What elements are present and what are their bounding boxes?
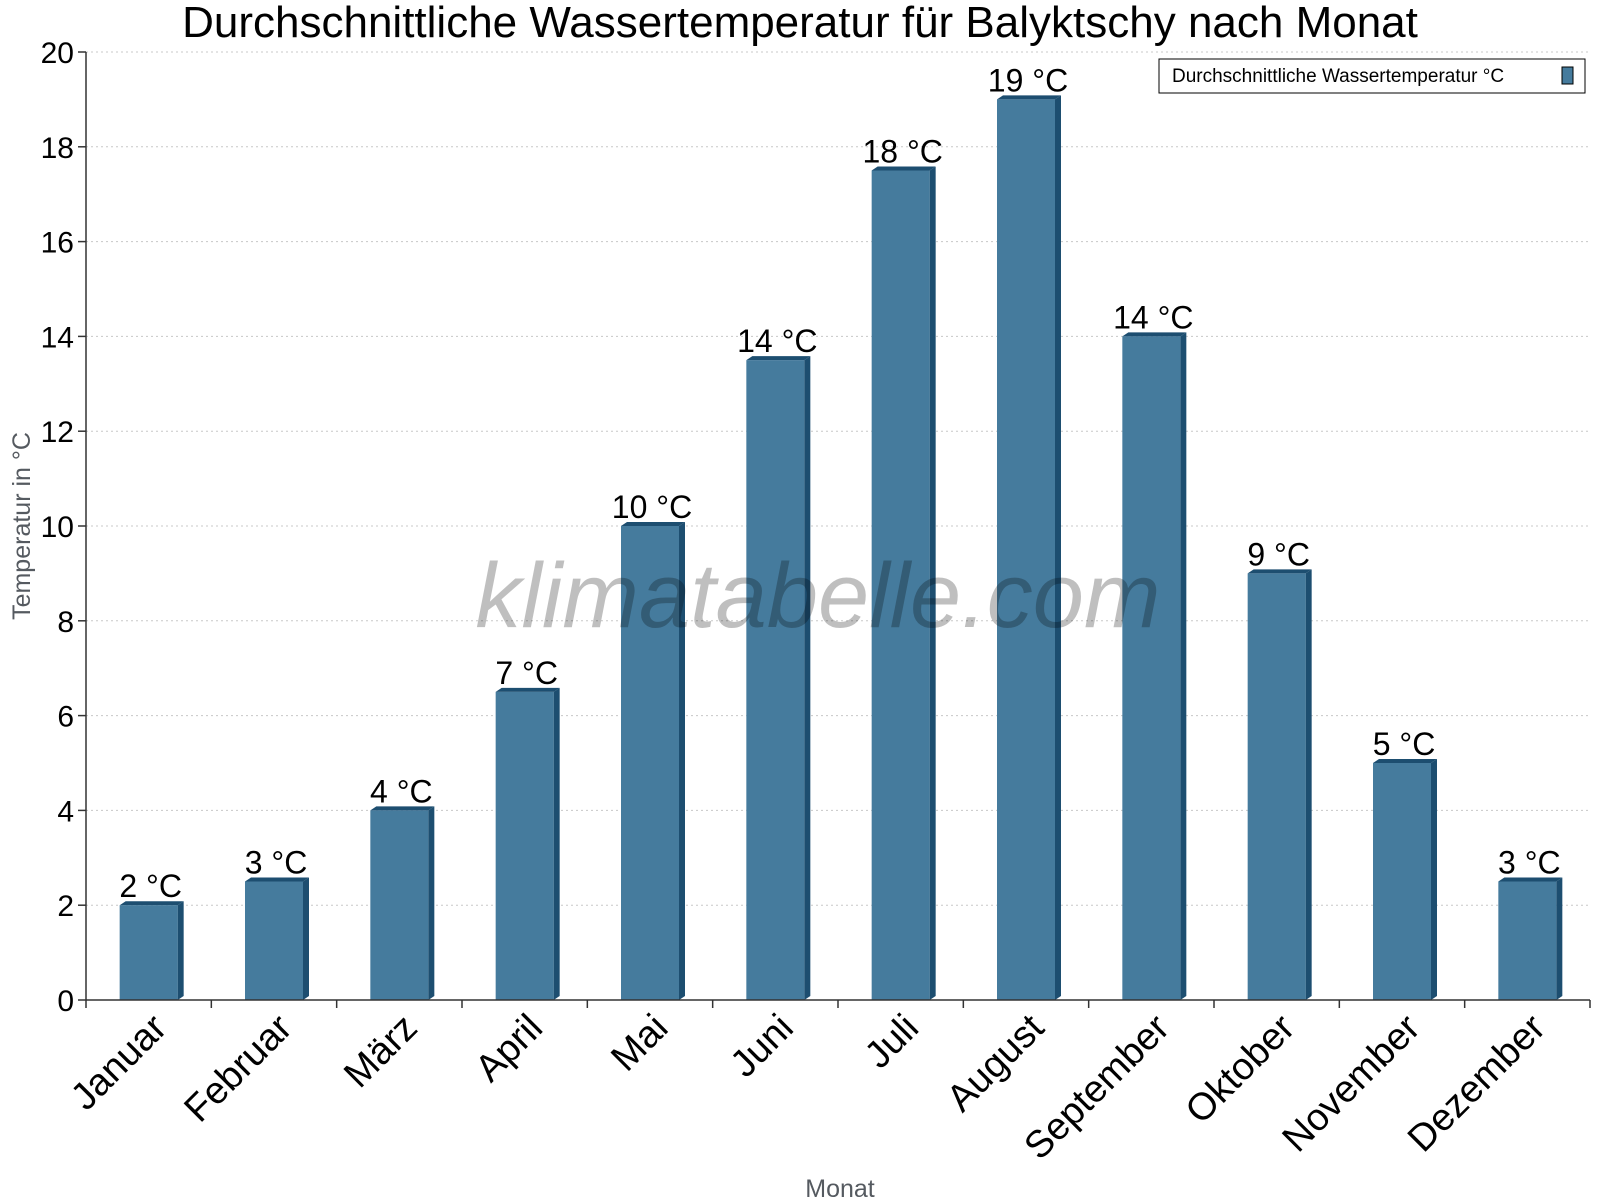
x-tick-label: Januar <box>63 1006 175 1118</box>
bar <box>621 526 679 1000</box>
bar-side <box>1305 569 1312 1000</box>
bar-side <box>553 687 560 1000</box>
value-label: 18 °C <box>862 134 942 170</box>
y-tick-label: 10 <box>41 511 74 544</box>
value-label: 10 °C <box>612 489 692 525</box>
value-label: 19 °C <box>988 62 1068 98</box>
y-tick-label: 14 <box>41 321 74 354</box>
bar-top <box>746 356 811 361</box>
x-tick-label: Mai <box>603 1007 676 1080</box>
y-tick-label: 16 <box>41 227 74 260</box>
bar <box>997 99 1055 1000</box>
gridlines <box>86 51 1590 906</box>
bar <box>746 360 805 1001</box>
bar-side <box>1556 877 1563 1000</box>
bar-top <box>997 95 1061 100</box>
x-tick-label: August <box>939 1006 1053 1120</box>
y-tick-label: 12 <box>41 416 74 449</box>
value-label: 7 °C <box>495 655 558 691</box>
legend-swatch <box>1561 66 1574 85</box>
legend-label: Durchschnittliche Wassertemperatur °C <box>1172 66 1504 87</box>
value-labels: 2 °C 3 °C 4 °C 7 °C 10 °C 14 °C 18 °C 19 °C 14 °… <box>119 62 1560 904</box>
x-axis-title: Monat <box>805 1175 875 1200</box>
value-label: 3 °C <box>1498 845 1561 881</box>
y-tick-label: 6 <box>57 701 74 734</box>
bar <box>119 905 178 1000</box>
bar-side <box>1180 332 1187 1000</box>
value-label: 5 °C <box>1373 726 1436 762</box>
y-tick-label: 0 <box>57 985 74 1018</box>
bar-top <box>1247 569 1312 574</box>
x-tick-label: März <box>336 1007 425 1096</box>
x-tick-label: Juni <box>723 1007 802 1086</box>
y-tick-label: 2 <box>57 890 74 923</box>
chart-title: Durchschnittliche Wassertemperatur für B… <box>182 0 1418 47</box>
value-label: 14 °C <box>737 323 817 359</box>
legend-box <box>1158 58 1586 94</box>
bar-side <box>303 877 309 1000</box>
value-label: 14 °C <box>1113 299 1193 335</box>
value-label: 2 °C <box>119 868 182 904</box>
bar-top <box>1122 332 1187 337</box>
bar-top <box>1498 877 1563 882</box>
x-tick-label: Februar <box>177 1006 301 1130</box>
x-tick-label: Oktober <box>1178 1006 1304 1132</box>
bar <box>1247 573 1306 1000</box>
bar <box>1498 881 1557 1000</box>
bar-side <box>428 806 435 1000</box>
bar-top <box>495 687 560 692</box>
value-label: 3 °C <box>245 845 308 881</box>
bar-top <box>370 806 435 811</box>
bar <box>871 170 930 1000</box>
bar-side <box>929 166 936 1000</box>
bar-top <box>245 877 309 882</box>
bar-side <box>177 901 184 1000</box>
bar <box>1122 336 1181 1000</box>
watermark: klimatabelle.com <box>475 545 1160 647</box>
value-label: 4 °C <box>370 773 433 809</box>
bar-top <box>1373 759 1437 763</box>
x-tick-label: April <box>468 1007 551 1090</box>
y-tick-label: 8 <box>57 606 74 639</box>
bar-top <box>871 166 936 171</box>
bar-side <box>679 522 685 1000</box>
y-tick-label: 18 <box>41 132 74 165</box>
y-tick-label: 4 <box>57 795 74 828</box>
y-axis-ticks: 0 2 4 6 8 10 12 14 16 18 20 <box>41 37 86 1018</box>
bar <box>495 691 554 1000</box>
bar-side <box>804 356 811 1001</box>
bar <box>370 810 429 1000</box>
y-tick-label: 20 <box>41 37 74 70</box>
bar-top <box>621 522 685 526</box>
y-axis-title: Temperatur in °C <box>8 432 36 620</box>
x-axis-ticks: Januar Februar März April Mai Juni Juli AugustS… <box>63 1000 1591 1168</box>
bars <box>119 95 1563 1001</box>
bar <box>245 881 303 1000</box>
bar-top <box>119 901 184 906</box>
bar-side <box>1431 759 1437 1000</box>
value-label: 9 °C <box>1247 536 1310 572</box>
bar <box>1373 763 1431 1000</box>
bar-side <box>1055 95 1061 1000</box>
legend: Durchschnittliche Wassertemperatur °C <box>1158 58 1586 94</box>
x-tick-label: Dezember <box>1400 1006 1554 1160</box>
x-tick-label: Juli <box>857 1007 927 1077</box>
